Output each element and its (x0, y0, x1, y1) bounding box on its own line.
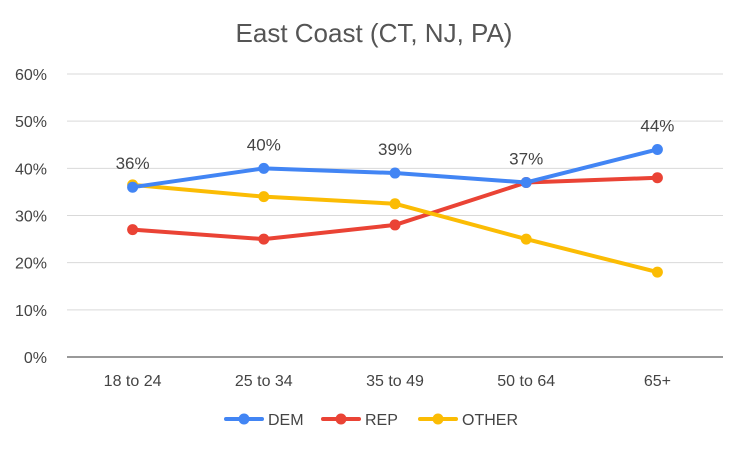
legend-item-other: OTHER (418, 412, 518, 429)
data-point-rep (127, 224, 139, 236)
y-tick-label: 20% (15, 256, 47, 273)
data-point-dem (651, 143, 663, 155)
x-tick-label: 35 to 49 (366, 373, 424, 390)
legend-swatch-marker (432, 413, 444, 425)
legend-swatch-marker (335, 413, 347, 425)
data-label: 44% (640, 116, 674, 135)
data-point-rep (389, 219, 401, 231)
data-point-rep (258, 233, 270, 245)
data-point-dem (389, 167, 401, 179)
data-point-other (651, 266, 663, 278)
data-point-other (520, 233, 532, 245)
y-tick-label: 30% (15, 209, 47, 226)
data-point-other (258, 191, 270, 203)
data-point-dem (127, 181, 139, 193)
data-point-rep (651, 172, 663, 184)
y-tick-label: 10% (15, 303, 47, 320)
legend-swatch-marker (238, 413, 250, 425)
x-tick-label: 65+ (644, 373, 671, 390)
y-tick-label: 60% (15, 67, 47, 84)
legend-label: REP (365, 412, 398, 429)
legend-label: OTHER (462, 412, 518, 429)
legend-label: DEM (268, 412, 304, 429)
data-point-dem (258, 162, 270, 174)
y-axis-ticks: 0% 10% 20% 30% 40% 50% 60% (15, 67, 47, 367)
gridlines (67, 73, 723, 358)
data-label: 37% (509, 149, 543, 168)
chart-title: East Coast (CT, NJ, PA) (236, 18, 513, 48)
legend: DEM REP OTHER (224, 412, 518, 429)
y-tick-label: 40% (15, 161, 47, 178)
data-point-other (389, 198, 401, 210)
y-tick-label: 50% (15, 114, 47, 131)
data-label: 39% (378, 140, 412, 159)
x-tick-label: 50 to 64 (497, 373, 555, 390)
data-label: 40% (247, 135, 281, 154)
legend-item-rep: REP (321, 412, 398, 429)
x-axis-ticks: 18 to 24 25 to 34 35 to 49 50 to 64 65+ (104, 373, 671, 390)
legend-item-dem: DEM (224, 412, 304, 429)
x-tick-label: 18 to 24 (104, 373, 162, 390)
data-point-dem (520, 176, 532, 188)
data-labels: 36% 40% 39% 37% 44% (116, 116, 675, 173)
series-dem (127, 143, 663, 193)
series-lines (127, 143, 663, 278)
y-tick-label: 0% (24, 350, 47, 367)
data-label: 36% (116, 154, 150, 173)
x-tick-label: 25 to 34 (235, 373, 293, 390)
